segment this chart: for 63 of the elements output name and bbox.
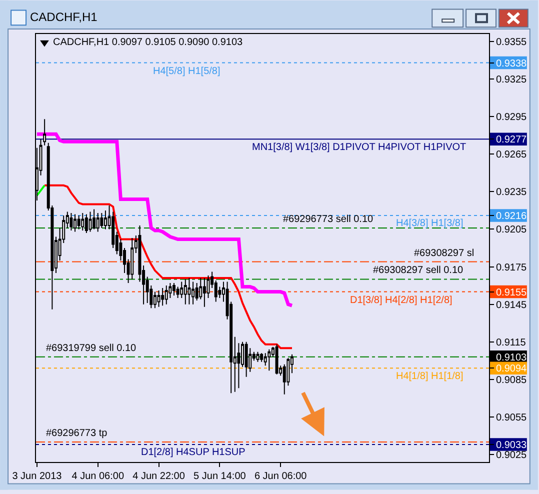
x-tick-label: 3 Jun 2013	[12, 471, 62, 482]
y-tick-label: 0.9145	[496, 300, 528, 311]
y-tick-label: 0.9235	[496, 187, 528, 198]
ref-line-label: H4[1/8] H1[1/8]	[396, 371, 464, 382]
chart-subtitle: CADCHF,H1 0.9097 0.9105 0.9090 0.9103	[53, 37, 244, 48]
y-tick-label: 0.9055	[496, 412, 528, 424]
y-tick-label: 0.9338	[496, 58, 528, 70]
candlestick	[256, 351, 260, 362]
candlestick	[176, 286, 180, 299]
y-tick-label: 0.9115	[496, 337, 526, 348]
candlestick	[104, 210, 107, 230]
y-tick-label: 0.9265	[496, 150, 528, 161]
y-tick-label: 0.9085	[496, 374, 528, 386]
ref-line-label: #69319799 sell 0.10	[46, 343, 137, 354]
candlestick	[192, 281, 195, 305]
x-tick-label: 4 Jun 06:00	[72, 471, 124, 482]
candlestick	[157, 290, 160, 308]
candlestick	[84, 214, 88, 234]
candlestick	[172, 282, 176, 296]
ref-line-label: #69308297 sell 0.10	[373, 265, 464, 276]
x-tick-label: 4 Jun 22:00	[132, 471, 186, 482]
candlestick	[188, 278, 191, 305]
x-tick-label: 5 Jun 14:00	[194, 471, 246, 482]
candlestick	[164, 285, 168, 305]
candlestick	[260, 352, 264, 362]
candlestick	[77, 214, 80, 230]
ref-line-label: D1[2/8] H4SUP H1SUP	[141, 447, 246, 458]
candlestick	[81, 212, 84, 231]
y-tick-label: 0.9175	[496, 262, 528, 274]
y-tick-label: 0.9295	[496, 112, 528, 124]
ref-line-label: #69296773 tp	[46, 428, 108, 439]
ref-line-label: #69296773 sell 0.10	[283, 214, 374, 225]
candlestick	[88, 211, 92, 232]
candlestick	[161, 288, 164, 306]
y-tick-label: 0.9355	[496, 37, 528, 48]
y-tick-label: 0.9205	[496, 224, 528, 236]
chart-title: CADCHF,H1	[30, 10, 98, 24]
ref-line-label: D1[3/8] H4[2/8] H1[2/8]	[350, 295, 452, 306]
y-tick-label: 0.9033	[496, 440, 528, 451]
candlestick	[244, 341, 248, 378]
y-tick-label: 0.9277	[496, 134, 528, 146]
candlestick	[202, 278, 206, 308]
ref-line-label: #69308297 sl	[414, 248, 474, 259]
candlestick	[130, 237, 134, 280]
x-tick-label: 6 Jun 06:00	[254, 471, 308, 482]
candlestick	[275, 344, 278, 375]
candlestick	[100, 212, 104, 228]
candlestick	[74, 214, 77, 232]
ref-line-label: MN1[3/8] W1[3/8] D1PIVOT H4PIVOT H1PIVOT	[252, 142, 466, 153]
candlestick	[184, 278, 187, 305]
ref-line-label: H4[5/8] H1[5/8]	[153, 66, 220, 77]
y-tick-label: 0.9094	[496, 364, 528, 375]
y-tick-label: 0.9103	[496, 352, 528, 364]
candlestick	[96, 212, 100, 232]
y-tick-label: 0.9216	[496, 210, 528, 222]
candlestick	[268, 348, 271, 372]
candlestick	[70, 212, 73, 231]
ref-line-label: H4[3/8] H1[3/8]	[396, 218, 464, 229]
y-tick-label: 0.9155	[496, 287, 528, 298]
candlestick	[92, 208, 96, 230]
y-tick-label: 0.9025	[496, 450, 528, 461]
y-tick-label: 0.9325	[496, 74, 528, 86]
candlestick	[264, 352, 267, 366]
